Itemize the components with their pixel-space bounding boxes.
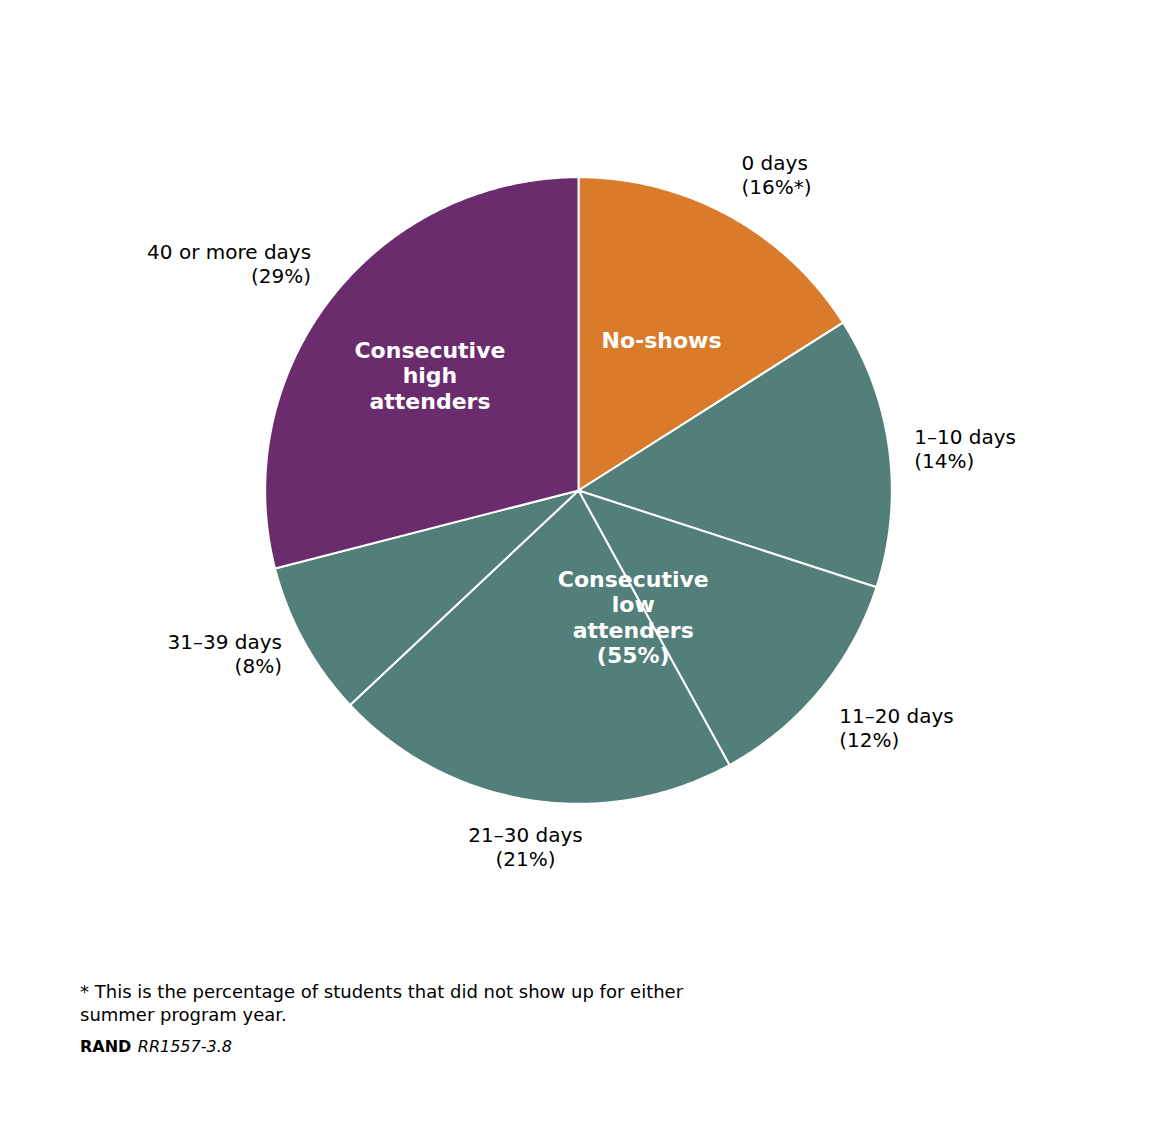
html-text:RAND RR1557-3.8: RAND RR1557-3.8 (80, 1036, 232, 1056)
svg-text:31–39 days(8%): 31–39 days(8%) (167, 630, 281, 678)
svg-text:21–30 days(21%): 21–30 days(21%) (468, 823, 582, 871)
svg-text:Consecutivehighattenders: Consecutivehighattenders (354, 338, 505, 414)
svg-text:40 or more days(29%): 40 or more days(29%) (147, 240, 311, 288)
svg-text:1–10 days(14%): 1–10 days(14%) (914, 425, 1016, 473)
svg-text:11–20 days(12%): 11–20 days(12%) (839, 704, 953, 752)
html-text:* This is the percentage of st: * This is the percentage of students tha… (80, 981, 684, 1026)
svg-text:Consecutivelowattenders(55%): Consecutivelowattenders(55%) (558, 567, 709, 668)
svg-text:No-shows: No-shows (602, 328, 722, 353)
svg-text:0 days(16%*): 0 days(16%*) (742, 151, 812, 199)
